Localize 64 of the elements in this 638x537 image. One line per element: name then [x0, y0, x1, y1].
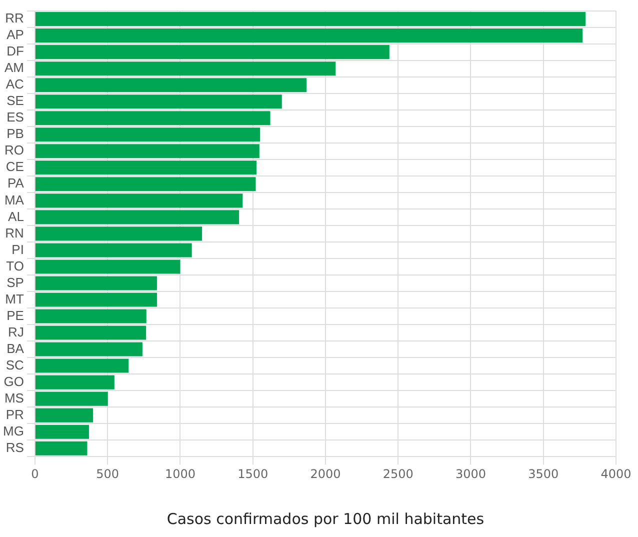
y-tick-label: RJ — [8, 324, 24, 340]
y-tick-label: RN — [5, 225, 24, 240]
y-tick-label: RR — [5, 10, 24, 26]
bar — [35, 78, 307, 92]
y-tick-label: AM — [4, 60, 24, 76]
y-tick-label: PB — [6, 126, 24, 142]
bar — [35, 226, 202, 241]
y-tick-label: MS — [4, 390, 24, 406]
x-tick-label: 1000 — [164, 466, 196, 481]
y-tick-label: RS — [6, 440, 24, 455]
bar — [35, 210, 240, 224]
bar — [35, 408, 94, 422]
bar — [35, 12, 586, 26]
bar — [35, 111, 270, 126]
x-tick-label: 2000 — [310, 466, 341, 481]
x-tick-label: 2500 — [382, 466, 414, 481]
y-tick-label: PI — [12, 242, 24, 257]
bar — [35, 309, 146, 324]
y-tick-label: AL — [8, 208, 24, 224]
bar — [35, 375, 114, 390]
bar — [35, 128, 260, 142]
y-tick-label: AP — [6, 27, 24, 42]
y-tick-label: PE — [6, 308, 24, 323]
bar — [35, 160, 256, 175]
bar — [35, 194, 243, 208]
y-tick-label: CE — [6, 159, 24, 174]
bar — [35, 358, 129, 373]
x-axis-title: Casos confirmados por 100 mil habitantes — [166, 510, 484, 528]
bar — [35, 292, 157, 307]
y-tick-label: ES — [6, 110, 24, 125]
bar — [35, 62, 336, 76]
bar — [35, 260, 180, 274]
y-tick-label: PR — [6, 406, 24, 422]
bar — [35, 28, 583, 43]
bar — [35, 392, 108, 406]
y-tick-label: SE — [6, 93, 24, 108]
x-tick-label: 3000 — [455, 466, 486, 481]
bar — [35, 45, 390, 60]
bar — [35, 424, 89, 439]
y-tick-label: MA — [4, 192, 24, 208]
x-tick-label: 500 — [96, 466, 120, 481]
y-tick-label: MT — [5, 291, 24, 306]
bar — [35, 441, 88, 456]
y-tick-label: MG — [2, 423, 24, 438]
bar — [35, 144, 260, 158]
y-tick-label: SC — [6, 357, 24, 372]
bar — [35, 342, 142, 356]
y-tick-label: GO — [4, 374, 24, 389]
x-tick-label: 4000 — [600, 466, 632, 481]
bar — [35, 94, 282, 109]
bar — [35, 177, 256, 192]
x-tick-label: 1500 — [238, 466, 268, 481]
y-tick-label: TO — [6, 258, 24, 274]
x-tick-label: 3500 — [528, 466, 559, 481]
y-tick-label: DF — [6, 44, 24, 59]
y-tick-label: BA — [6, 340, 24, 356]
x-tick-label: 0 — [31, 466, 39, 481]
y-tick-label: PA — [8, 176, 24, 191]
y-tick-label: SP — [6, 274, 24, 290]
bar — [35, 243, 192, 258]
bar — [35, 326, 146, 340]
y-tick-label: RO — [4, 142, 24, 158]
y-tick-label: AC — [6, 76, 24, 92]
bar — [35, 276, 157, 290]
